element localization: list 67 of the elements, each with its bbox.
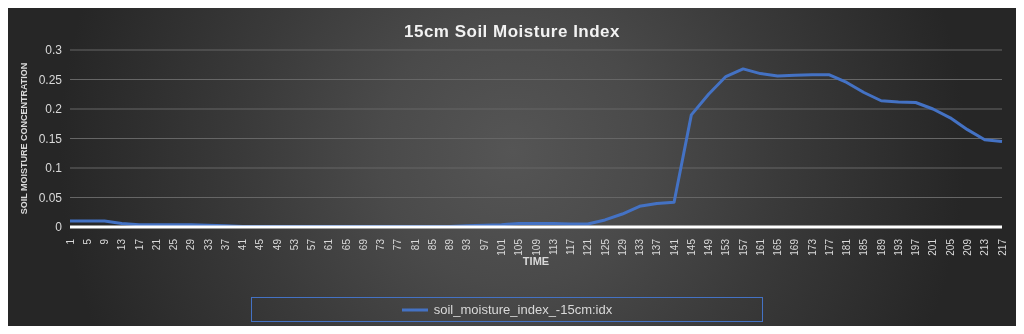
y-tick-label: 0.3 [45, 43, 63, 58]
x-tick-label: 201 [927, 238, 939, 256]
x-tick-label: 17 [133, 238, 145, 251]
x-tick-label: 197 [910, 238, 922, 256]
y-tick-label: 0.1 [45, 161, 63, 176]
x-tick-label: 97 [478, 238, 490, 251]
x-tick-label: 69 [357, 238, 369, 251]
x-tick-label: 25 [168, 238, 180, 251]
x-tick-label: 161 [754, 238, 766, 256]
x-tick-label: 13 [116, 238, 128, 251]
x-tick-label: 193 [892, 238, 904, 256]
chart-title: 15cm Soil Moisture Index [402, 22, 622, 42]
x-tick-label: 105 [513, 238, 525, 256]
x-tick-label: 137 [651, 238, 663, 256]
x-tick-label: 93 [461, 238, 473, 251]
x-tick-label: 125 [599, 238, 611, 256]
legend-label: soil_moisture_index_-15cm:idx [432, 302, 613, 317]
x-tick-label: 189 [875, 238, 887, 256]
x-tick-label: 205 [944, 238, 956, 256]
x-tick-label: 1 [64, 238, 76, 245]
y-tick-label: 0.15 [38, 131, 63, 146]
x-tick-label: 213 [979, 238, 991, 256]
x-tick-label: 49 [271, 238, 283, 251]
x-tick-label: 209 [961, 238, 973, 256]
x-tick-label: 217 [996, 238, 1008, 256]
x-tick-label: 121 [582, 238, 594, 256]
x-tick-label: 21 [150, 238, 162, 251]
x-tick-label: 173 [806, 238, 818, 256]
x-tick-label: 73 [375, 238, 387, 251]
y-tick-label: 0.05 [38, 190, 63, 205]
x-tick-label: 169 [789, 238, 801, 256]
x-tick-label: 157 [737, 238, 749, 256]
x-tick-label: 149 [703, 238, 715, 256]
x-tick-label: 37 [219, 238, 231, 251]
x-tick-label: 29 [185, 238, 197, 251]
x-tick-label: 61 [323, 238, 335, 251]
x-tick-label: 177 [823, 238, 835, 256]
y-axis-title: SOIL MOISTURE CONCENTRATION [19, 62, 30, 215]
y-tick-label: 0 [55, 220, 63, 235]
x-tick-label: 117 [565, 238, 577, 255]
x-tick-label: 65 [340, 238, 352, 251]
x-tick-label: 77 [392, 238, 404, 251]
x-tick-label: 33 [202, 238, 214, 251]
x-tick-label: 141 [668, 238, 680, 256]
x-tick-label: 153 [720, 238, 732, 256]
x-tick-label: 101 [495, 238, 507, 256]
x-tick-label: 181 [841, 238, 853, 256]
x-tick-label: 185 [858, 238, 870, 256]
x-tick-label: 45 [254, 238, 266, 251]
x-tick-label: 41 [237, 238, 249, 251]
y-tick-label: 0.2 [45, 102, 63, 117]
x-tick-label: 109 [530, 238, 542, 256]
x-tick-label: 165 [772, 238, 784, 256]
line-series [68, 67, 1004, 227]
x-tick-label: 113 [547, 238, 559, 255]
x-tick-label: 81 [409, 238, 421, 251]
x-axis-title: TIME [522, 255, 550, 267]
x-tick-label: 129 [616, 238, 628, 256]
x-tick-label: 89 [444, 238, 456, 251]
x-tick-label: 9 [99, 238, 111, 245]
x-tick-label: 5 [81, 238, 93, 245]
x-tick-label: 53 [288, 238, 300, 251]
x-tick-label: 145 [685, 238, 697, 256]
x-tick-label: 57 [306, 238, 318, 251]
x-tick-label: 133 [634, 238, 646, 256]
x-tick-label: 85 [426, 238, 438, 251]
y-tick-label: 0.25 [38, 72, 63, 87]
